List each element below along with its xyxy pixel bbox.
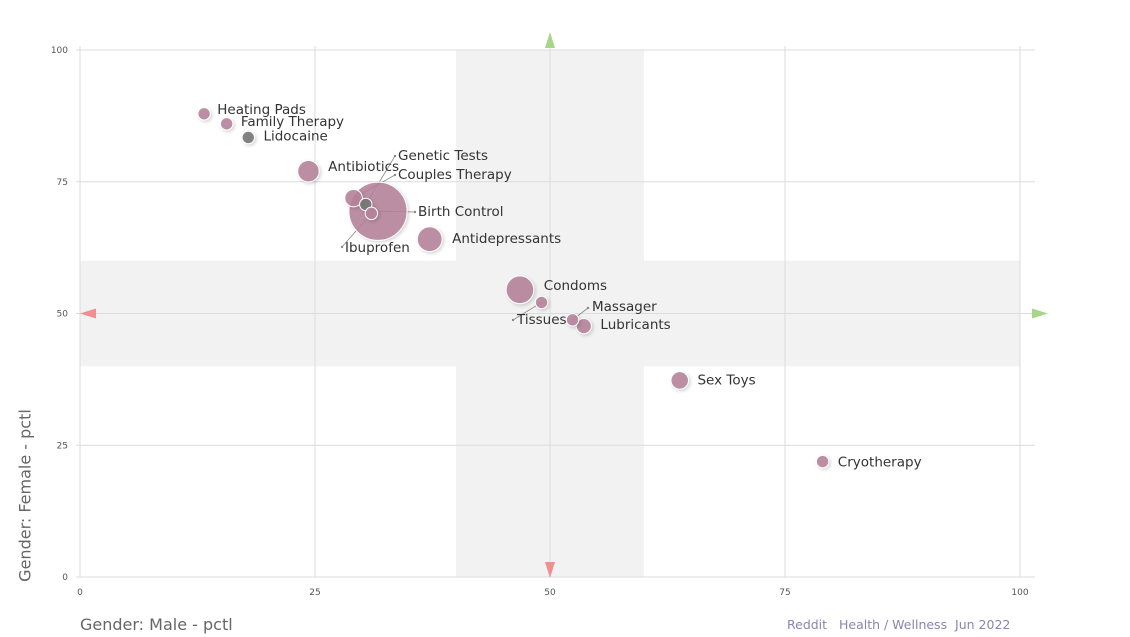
point-label: Antidepressants: [452, 231, 561, 247]
x-tick-label: 100: [1011, 588, 1028, 598]
y-tick-label: 25: [57, 441, 68, 451]
x-axis-title: Gender: Male - pctl: [80, 615, 233, 634]
bubble-point[interactable]: [241, 130, 255, 145]
point-label: Lubricants: [600, 317, 670, 333]
label-leader-dot: [413, 210, 417, 214]
arrow-down-head: [545, 562, 555, 578]
point-label: Tissues: [516, 312, 567, 328]
point-label: Genetic Tests: [398, 148, 488, 164]
point-label: Family Therapy: [241, 114, 344, 130]
point-label: Birth Control: [418, 204, 504, 220]
bubble-point[interactable]: [297, 159, 320, 183]
point-label: Couples Therapy: [398, 167, 512, 183]
tick-labels: 0 25 50 75 100 0 25 50 75 100: [51, 46, 1029, 598]
arrow-right-head: [1032, 308, 1048, 319]
y-tick-label: 100: [51, 46, 68, 56]
label-leader-dot: [340, 245, 344, 249]
y-tick-label: 75: [57, 178, 68, 188]
point-label: Lidocaine: [263, 128, 327, 144]
bubble-point[interactable]: [534, 295, 549, 310]
x-tick-label: 75: [779, 588, 790, 598]
point-label: Cryotherapy: [838, 455, 922, 471]
bubble-point[interactable]: [575, 318, 592, 335]
quadrant-arrows: [80, 32, 1048, 578]
y-tick-label: 0: [62, 573, 68, 583]
source-footer: Reddit Health / Wellness Jun 2022: [787, 617, 1011, 632]
bubble-point[interactable]: [364, 206, 379, 221]
point-label: Sex Toys: [697, 372, 755, 388]
label-leader-dot: [586, 306, 590, 310]
y-axis-title: Gender: Female - pctl: [15, 409, 35, 582]
bubble-point[interactable]: [348, 181, 408, 241]
y-tick-label: 50: [57, 310, 69, 320]
bubble-point[interactable]: [197, 107, 211, 121]
label-leader-dot: [393, 154, 397, 158]
bubbles: [197, 107, 830, 469]
point-label: Antibiotics: [328, 159, 399, 175]
x-tick-label: 0: [77, 588, 83, 598]
label-leader-dot: [393, 173, 397, 177]
point-label: Heating Pads: [217, 102, 306, 118]
x-tick-label: 25: [309, 588, 320, 598]
arrow-left-head: [80, 308, 96, 319]
bubble-point[interactable]: [416, 226, 443, 253]
bubble-point[interactable]: [344, 188, 363, 208]
bubble-point[interactable]: [670, 371, 689, 390]
point-label: Condoms: [544, 278, 607, 294]
bubble-point[interactable]: [505, 275, 535, 305]
point-label: Ibuprofen: [345, 240, 410, 256]
arrow-up-head: [545, 32, 555, 48]
x-tick-label: 50: [544, 588, 556, 598]
label-leader-dot: [511, 318, 515, 322]
bubble-point[interactable]: [815, 454, 830, 469]
point-label: Massager: [592, 299, 657, 315]
bubble-point[interactable]: [219, 117, 234, 131]
bubble-point[interactable]: [565, 313, 580, 327]
